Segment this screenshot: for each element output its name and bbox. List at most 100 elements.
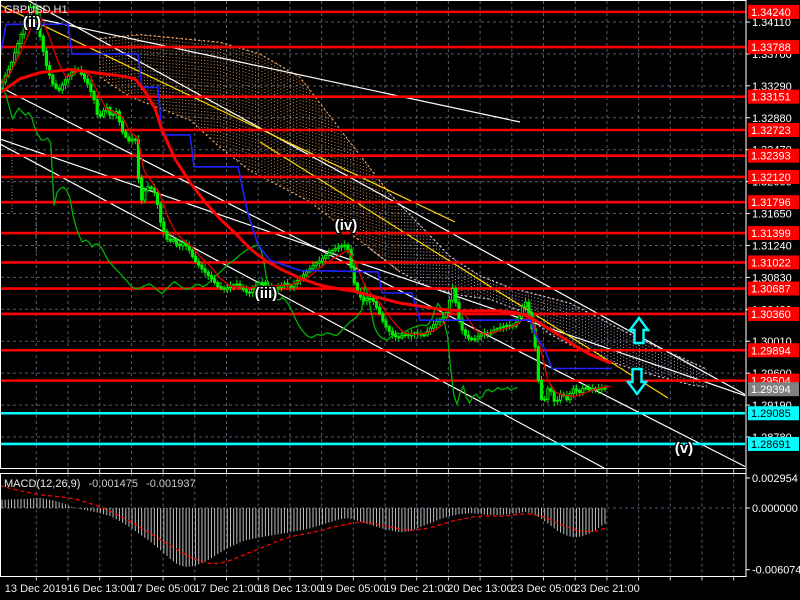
candle-body [209,274,214,280]
candle-body [346,244,350,250]
price-level-tag [748,195,799,210]
price-level-tag-label: 1.32120 [751,172,791,184]
candle-body [311,265,315,270]
candle-body [57,87,61,91]
candle-body [447,299,452,314]
price-axis-label: 1.31650 [752,209,792,221]
candle-body [603,387,607,390]
price-level-tag-label: 1.34240 [751,7,791,19]
candle-body [387,326,391,332]
candle-body [476,335,480,340]
candle-body [422,334,426,337]
price-axis-label: 1.34110 [752,17,791,29]
wave-label-annotation[interactable]: (v) [674,439,695,459]
senkou-span-a-line [389,193,708,370]
wave-label-annotation[interactable]: (ii) [22,13,43,33]
trendline-yellow[interactable] [259,141,669,399]
trendline-white[interactable] [24,15,521,123]
candle-body [140,177,144,201]
candle-body [378,306,382,315]
candle-body [216,282,220,288]
candle-body [203,268,207,273]
candle-body [149,186,153,189]
candle-body [244,289,248,293]
wave-label-annotation[interactable]: (iii) [254,284,279,304]
candle-body [317,260,321,264]
trendline-white[interactable] [0,86,746,468]
price-level-tag [748,89,799,104]
candle-body [133,138,137,141]
candle-body [549,388,553,392]
up-arrow-marker[interactable] [627,316,651,345]
macd-signal-line [1,485,608,565]
candle-body [451,287,455,301]
price-level-tag [748,382,799,397]
time-axis-label: 23 Dec 05:00 [511,583,576,595]
trendline-yellow[interactable] [0,4,456,223]
candle-body [95,99,99,115]
down-arrow-marker[interactable] [625,367,649,396]
candle-body [178,243,182,247]
price-level-tag-label: 1.33788 [751,42,791,54]
candle-body [257,282,261,287]
candle-body [368,297,372,300]
candle-body [168,238,172,242]
candle-body [219,286,223,289]
candle-body [174,238,179,245]
panel-divider[interactable] [0,469,746,473]
candle-body [460,318,464,331]
candle-body [352,266,356,284]
candle-body [159,203,163,223]
candle-body [162,221,166,232]
candle-body [581,388,585,393]
price-level-tag-label: 1.31022 [751,257,791,269]
price-level-tag [748,40,799,55]
candle-body [397,336,401,339]
candle-body [454,287,458,304]
candle-body [432,324,436,329]
candle-body [393,334,398,338]
candle-body [330,249,334,254]
candle-body [336,246,341,250]
macd-indicator-name: MACD(12,26,9) [4,478,80,490]
candle-body [470,337,474,341]
candle-body [577,389,582,393]
candle-body [120,121,125,133]
time-axis-label: 16 Dec 13:00 [67,583,132,595]
price-level-tag [748,436,799,451]
candle-body [197,261,201,266]
kijun-sen-line [1,23,612,370]
candle-body [190,249,195,257]
candle-body [260,282,264,285]
candle-body [524,301,528,308]
price-level-tag [748,148,799,163]
candle-body [466,334,471,339]
price-level-tag [748,406,799,421]
candle-body [111,113,115,116]
macd-main-value: -0.001475 [88,478,138,490]
wave-label-annotation[interactable]: (iv) [334,216,359,236]
trendline-white[interactable] [0,138,746,397]
candle-body [146,186,150,192]
price-level-tag-label: 1.29894 [751,345,791,357]
price-level-tag-label: 1.30687 [751,284,791,296]
candle-body [324,254,328,259]
candle-body [86,78,90,85]
time-axis-label: 19 Dec 21:00 [384,583,449,595]
candle-body [390,330,394,336]
candle-body [41,35,45,52]
candle-body [558,393,563,401]
candle-body [187,245,191,251]
candle-body [543,398,547,401]
candle-body [130,138,134,142]
time-axis-label: 23 Dec 21:00 [574,583,639,595]
candle-body [117,111,122,123]
candle-body [320,257,325,262]
senkou-span-b-line [369,248,708,388]
candle-body [374,300,379,308]
candle-body [251,288,255,294]
trendline-white[interactable] [0,143,605,468]
price-level-tag-label: 1.33151 [751,92,791,104]
candle-body [498,326,502,330]
